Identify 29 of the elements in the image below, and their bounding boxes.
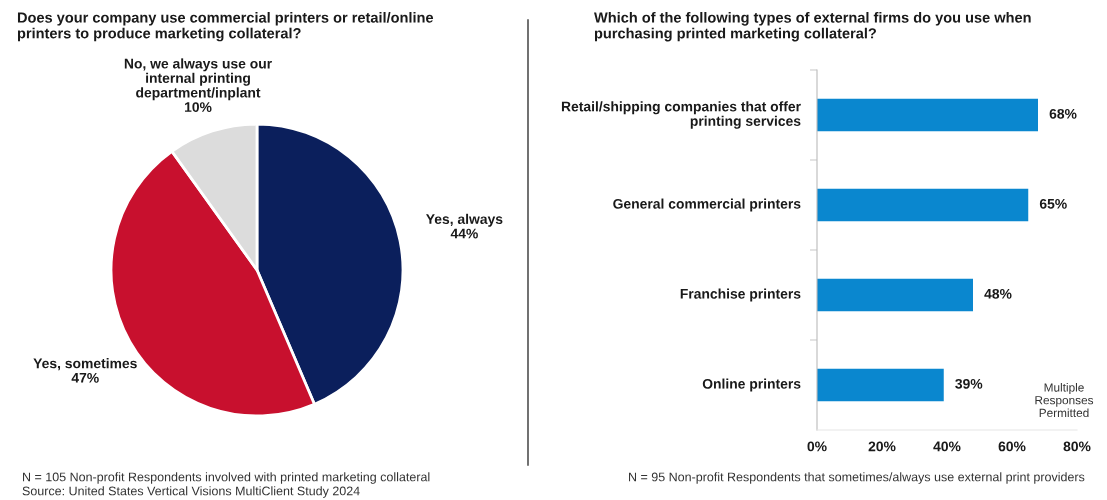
x-tick-label: 40% xyxy=(933,441,961,452)
slice-label: No, we always use our internal printing department/inplant xyxy=(124,58,272,101)
data-label: 65% xyxy=(1039,198,1067,209)
source-note: Source: United States Vertical Visions MultiClient Study 2024 xyxy=(22,486,360,498)
data-label: 10% xyxy=(184,102,212,112)
x-tick-label: 0% xyxy=(807,441,827,452)
text: N = 95 Non-profit Respondents that sometimes/always use external print providers xyxy=(629,472,1085,484)
data-label: 39% xyxy=(955,378,983,389)
bar xyxy=(817,368,944,402)
data-label: 68% xyxy=(1049,108,1077,119)
slice-label: Yes, sometimes xyxy=(33,358,137,371)
slice-label: Yes, always xyxy=(426,213,503,227)
data-label: 48% xyxy=(984,288,1012,299)
annotation: Multiple Responses Permitted xyxy=(1035,382,1094,418)
y-tick-label: Franchise printers xyxy=(680,288,801,302)
text: N = 105 Non-profit Respondents involved with printed marketing collateral xyxy=(23,472,430,484)
chart-title: Which of the following types of external firms do you use when purchasing printed marketing collateral? xyxy=(594,12,1031,42)
bar xyxy=(817,188,1029,222)
bar xyxy=(817,98,1038,132)
x-tick-label: 20% xyxy=(868,441,896,452)
x-tick-label: 80% xyxy=(1063,441,1091,452)
data-label: 47% xyxy=(71,372,99,383)
y-tick-label: Online printers xyxy=(702,378,801,392)
y-tick-label: General commercial printers xyxy=(613,198,801,212)
bar xyxy=(817,278,973,312)
x-tick-label: 60% xyxy=(998,441,1026,452)
chart-title: Does your company use commercial printers or retail/online printers to produce marketing collateral? xyxy=(17,12,434,42)
y-tick-label: Retail/shipping companies that offer printing services xyxy=(561,101,801,129)
data-label: 44% xyxy=(450,228,478,239)
